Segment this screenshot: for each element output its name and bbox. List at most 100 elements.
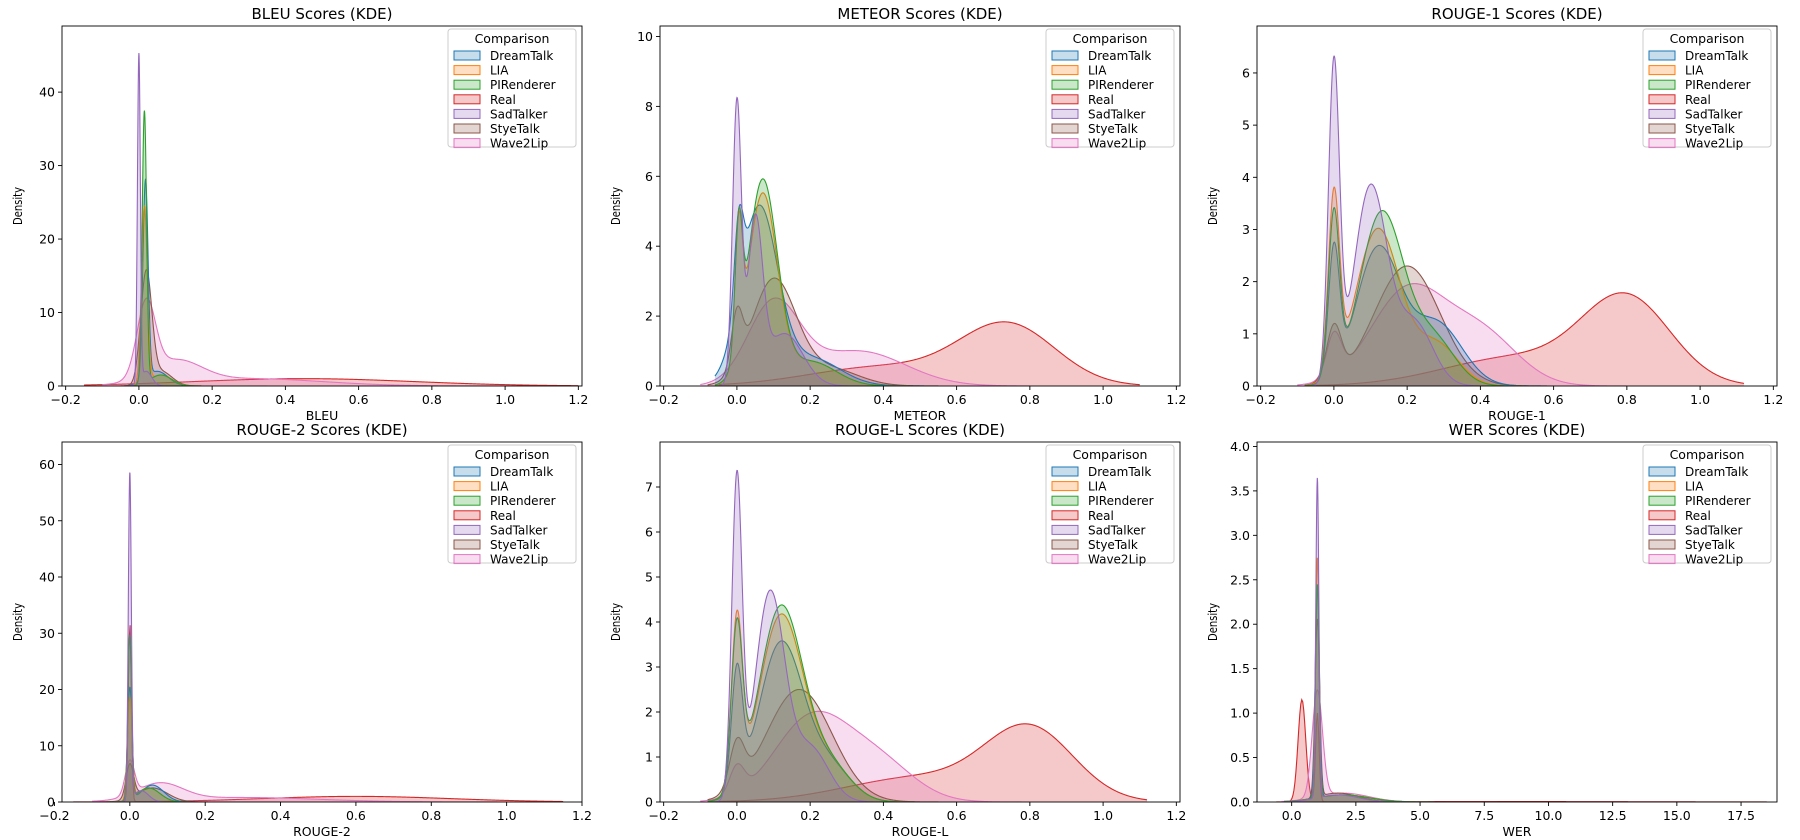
legend-swatch-lia [453, 65, 481, 76]
legend-swatch-sadtalker [1648, 108, 1676, 119]
legend-swatch-wave2lip [1051, 554, 1079, 565]
kde-area-wave2lip [700, 297, 1030, 386]
legend-swatch-wave2lip [453, 554, 481, 565]
legend-swatch-sadtalker [1648, 524, 1676, 535]
y-tick-label: 10 [39, 738, 55, 753]
legend: Comparison DreamTalkLIAPIRendererRealSadT… [447, 444, 577, 567]
legend-label-real: Real [490, 509, 516, 523]
x-tick-label: 0.0 [120, 808, 140, 823]
legend-label-dreamtalk: DreamTalk [1685, 49, 1748, 63]
x-tick-label: 1.0 [497, 808, 517, 823]
legend-swatch-pirenderer [1051, 495, 1079, 506]
chart-title: WER Scores (KDE) [1449, 421, 1586, 439]
kde-area-real [73, 625, 564, 802]
kde-area-wave2lip [700, 711, 1030, 802]
x-tick-label: −0.2 [39, 808, 69, 823]
kde-line-sadtalker [1283, 477, 1446, 802]
y-tick-label: 30 [39, 158, 55, 173]
y-tick-label: 5 [1242, 118, 1250, 133]
kde-line-real [73, 625, 564, 802]
y-tick-label: 4 [645, 615, 653, 630]
legend-swatch-pirenderer [1051, 79, 1079, 90]
x-tick-label: 0.6 [349, 392, 369, 407]
legend-label-sadtalker: SadTalker [1685, 107, 1743, 121]
legend: Comparison DreamTalkLIAPIRendererRealSadT… [447, 28, 577, 151]
axes-frame [61, 25, 583, 387]
x-tick-label: −0.2 [50, 392, 80, 407]
y-tick-label: 1.5 [1230, 661, 1250, 676]
legend-label-sadtalker: SadTalker [1088, 107, 1146, 121]
legend-label-lia: LIA [490, 64, 509, 78]
legend-swatch-dreamtalk [453, 50, 481, 61]
kde-area-real [1276, 699, 1767, 802]
y-tick-label: 1 [1242, 326, 1250, 341]
legend-swatch-dreamtalk [453, 466, 481, 477]
x-tick-label: 0.8 [421, 808, 441, 823]
y-tick-label: 2 [645, 705, 653, 720]
legend-swatch-styetalk [453, 123, 481, 134]
legend-label-wave2lip: Wave2Lip [490, 137, 548, 151]
x-tick-label: 10.0 [1535, 808, 1563, 823]
kde-area-styetalk [707, 278, 939, 386]
legend-swatch-real [1648, 94, 1676, 105]
legend-label-lia: LIA [1088, 480, 1107, 494]
legend-swatch-styetalk [1051, 539, 1079, 550]
y-tick-label: 0 [645, 379, 653, 394]
x-axis-label: WER [1503, 824, 1532, 839]
legend-label-styetalk: StyeTalk [1685, 538, 1735, 552]
legend-label-lia: LIA [1088, 64, 1107, 78]
y-tick-label: 2 [1242, 274, 1250, 289]
kde-line-pirenderer [124, 110, 249, 386]
legend-swatch-pirenderer [1648, 495, 1676, 506]
x-tick-label: 0.2 [1397, 392, 1417, 407]
y-tick-label: 50 [39, 513, 55, 528]
legend-swatch-lia [453, 481, 481, 492]
legend-label-wave2lip: Wave2Lip [1685, 137, 1743, 151]
y-axis-label: Density [609, 187, 623, 225]
x-tick-label: 0.0 [1324, 392, 1344, 407]
kde-line-wave2lip [700, 297, 1030, 386]
x-tick-label: 0.8 [1020, 808, 1040, 823]
chart-title: ROUGE-L Scores (KDE) [835, 421, 1005, 439]
x-tick-label: 5.0 [1410, 808, 1430, 823]
legend-swatch-sadtalker [453, 108, 481, 119]
legend-swatch-lia [1051, 65, 1079, 76]
kde-area-lia [1283, 557, 1446, 802]
y-tick-label: 30 [39, 626, 55, 641]
legend-swatch-wave2lip [453, 138, 481, 149]
y-tick-label: 7 [645, 480, 653, 495]
x-tick-label: 0.6 [947, 808, 967, 823]
y-tick-label: 4 [1242, 170, 1250, 185]
x-axis-label: ROUGE-2 [293, 824, 351, 839]
legend-swatch-real [1648, 510, 1676, 521]
y-tick-label: 0 [1242, 379, 1250, 394]
legend-label-sadtalker: SadTalker [490, 107, 548, 121]
x-tick-label: 1.0 [495, 392, 515, 407]
legend-label-pirenderer: PIRenderer [1088, 78, 1154, 92]
legend-label-pirenderer: PIRenderer [1685, 78, 1751, 92]
legend-swatch-pirenderer [453, 79, 481, 90]
kde-panel-bleu: −0.2 0.0 0.2 0.4 0.6 0.8 1.0 1.2 0 10 20 30 40 BLEU S… [11, 5, 588, 423]
legend-swatch-real [1051, 510, 1079, 521]
x-tick-label: 1.2 [1763, 392, 1783, 407]
kde-area-dreamtalk [707, 640, 957, 802]
legend-label-real: Real [1088, 93, 1114, 107]
x-tick-label: 0.4 [1470, 392, 1490, 407]
y-tick-label: 0.5 [1230, 750, 1250, 765]
kde-area-pirenderer [1283, 584, 1446, 802]
legend-label-dreamtalk: DreamTalk [1088, 465, 1151, 479]
legend-swatch-sadtalker [1051, 108, 1079, 119]
kde-panel-meteor: −0.2 0.0 0.2 0.4 0.6 0.8 1.0 1.2 0 2 4 6 8 10 METEOR S… [609, 5, 1186, 423]
legend-label-styetalk: StyeTalk [490, 122, 540, 136]
legend-swatch-sadtalker [453, 524, 481, 535]
x-tick-label: 2.5 [1346, 808, 1366, 823]
legend-swatch-real [1051, 94, 1079, 105]
legend: Comparison DreamTalkLIAPIRendererRealSadT… [1642, 28, 1772, 151]
legend-title: Comparison [475, 31, 550, 46]
legend-swatch-styetalk [1051, 123, 1079, 134]
kde-area-real [1315, 292, 1745, 386]
x-tick-label: 1.0 [1093, 808, 1113, 823]
kde-area-lia [1304, 187, 1536, 386]
x-tick-label: 1.0 [1690, 392, 1710, 407]
kde-panel-rouge-2: −0.2 0.0 0.2 0.4 0.6 0.8 1.0 1.2 0 10 20 30 40 50 60 RO… [11, 421, 592, 839]
